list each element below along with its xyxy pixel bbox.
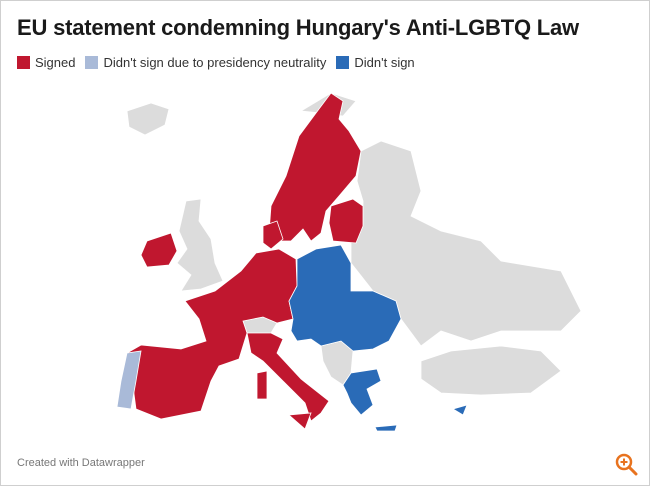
legend-swatch <box>17 56 30 69</box>
denmark <box>262 220 284 250</box>
western-europe <box>126 248 298 420</box>
zoom-button[interactable] <box>613 451 639 477</box>
sardinia <box>256 370 268 400</box>
uk <box>176 198 224 292</box>
portugal <box>116 350 142 410</box>
greece <box>342 368 382 416</box>
credit: Created with Datawrapper <box>17 457 145 469</box>
neutral-countries <box>116 350 142 410</box>
baltics <box>328 198 364 244</box>
crete <box>374 424 398 432</box>
turkey <box>420 345 562 396</box>
legend-swatch <box>85 56 99 69</box>
legend-swatch <box>336 56 350 69</box>
title: EU statement condemning Hungary's Anti-L… <box>17 15 579 40</box>
legend-label: Signed <box>35 55 76 70</box>
scandinavia <box>268 92 362 242</box>
iceland <box>126 102 170 136</box>
cyprus <box>452 404 468 416</box>
legend-item: Didn't sign due to presidency neutrality <box>85 55 326 70</box>
signed-countries <box>126 92 364 430</box>
legend-label: Didn't sign due to presidency neutrality <box>103 55 327 70</box>
central-europe <box>288 244 402 352</box>
legend-item: Didn't sign <box>336 55 415 70</box>
sicily <box>288 412 312 430</box>
legend-item: Signed <box>17 55 75 70</box>
legend: Signed Didn't sign due to presidency neut… <box>17 55 415 70</box>
legend-label: Didn't sign <box>354 55 415 70</box>
ireland <box>140 232 178 268</box>
italy <box>246 332 330 422</box>
did-not-sign-countries <box>288 244 468 432</box>
non-eu-countries <box>126 92 582 396</box>
